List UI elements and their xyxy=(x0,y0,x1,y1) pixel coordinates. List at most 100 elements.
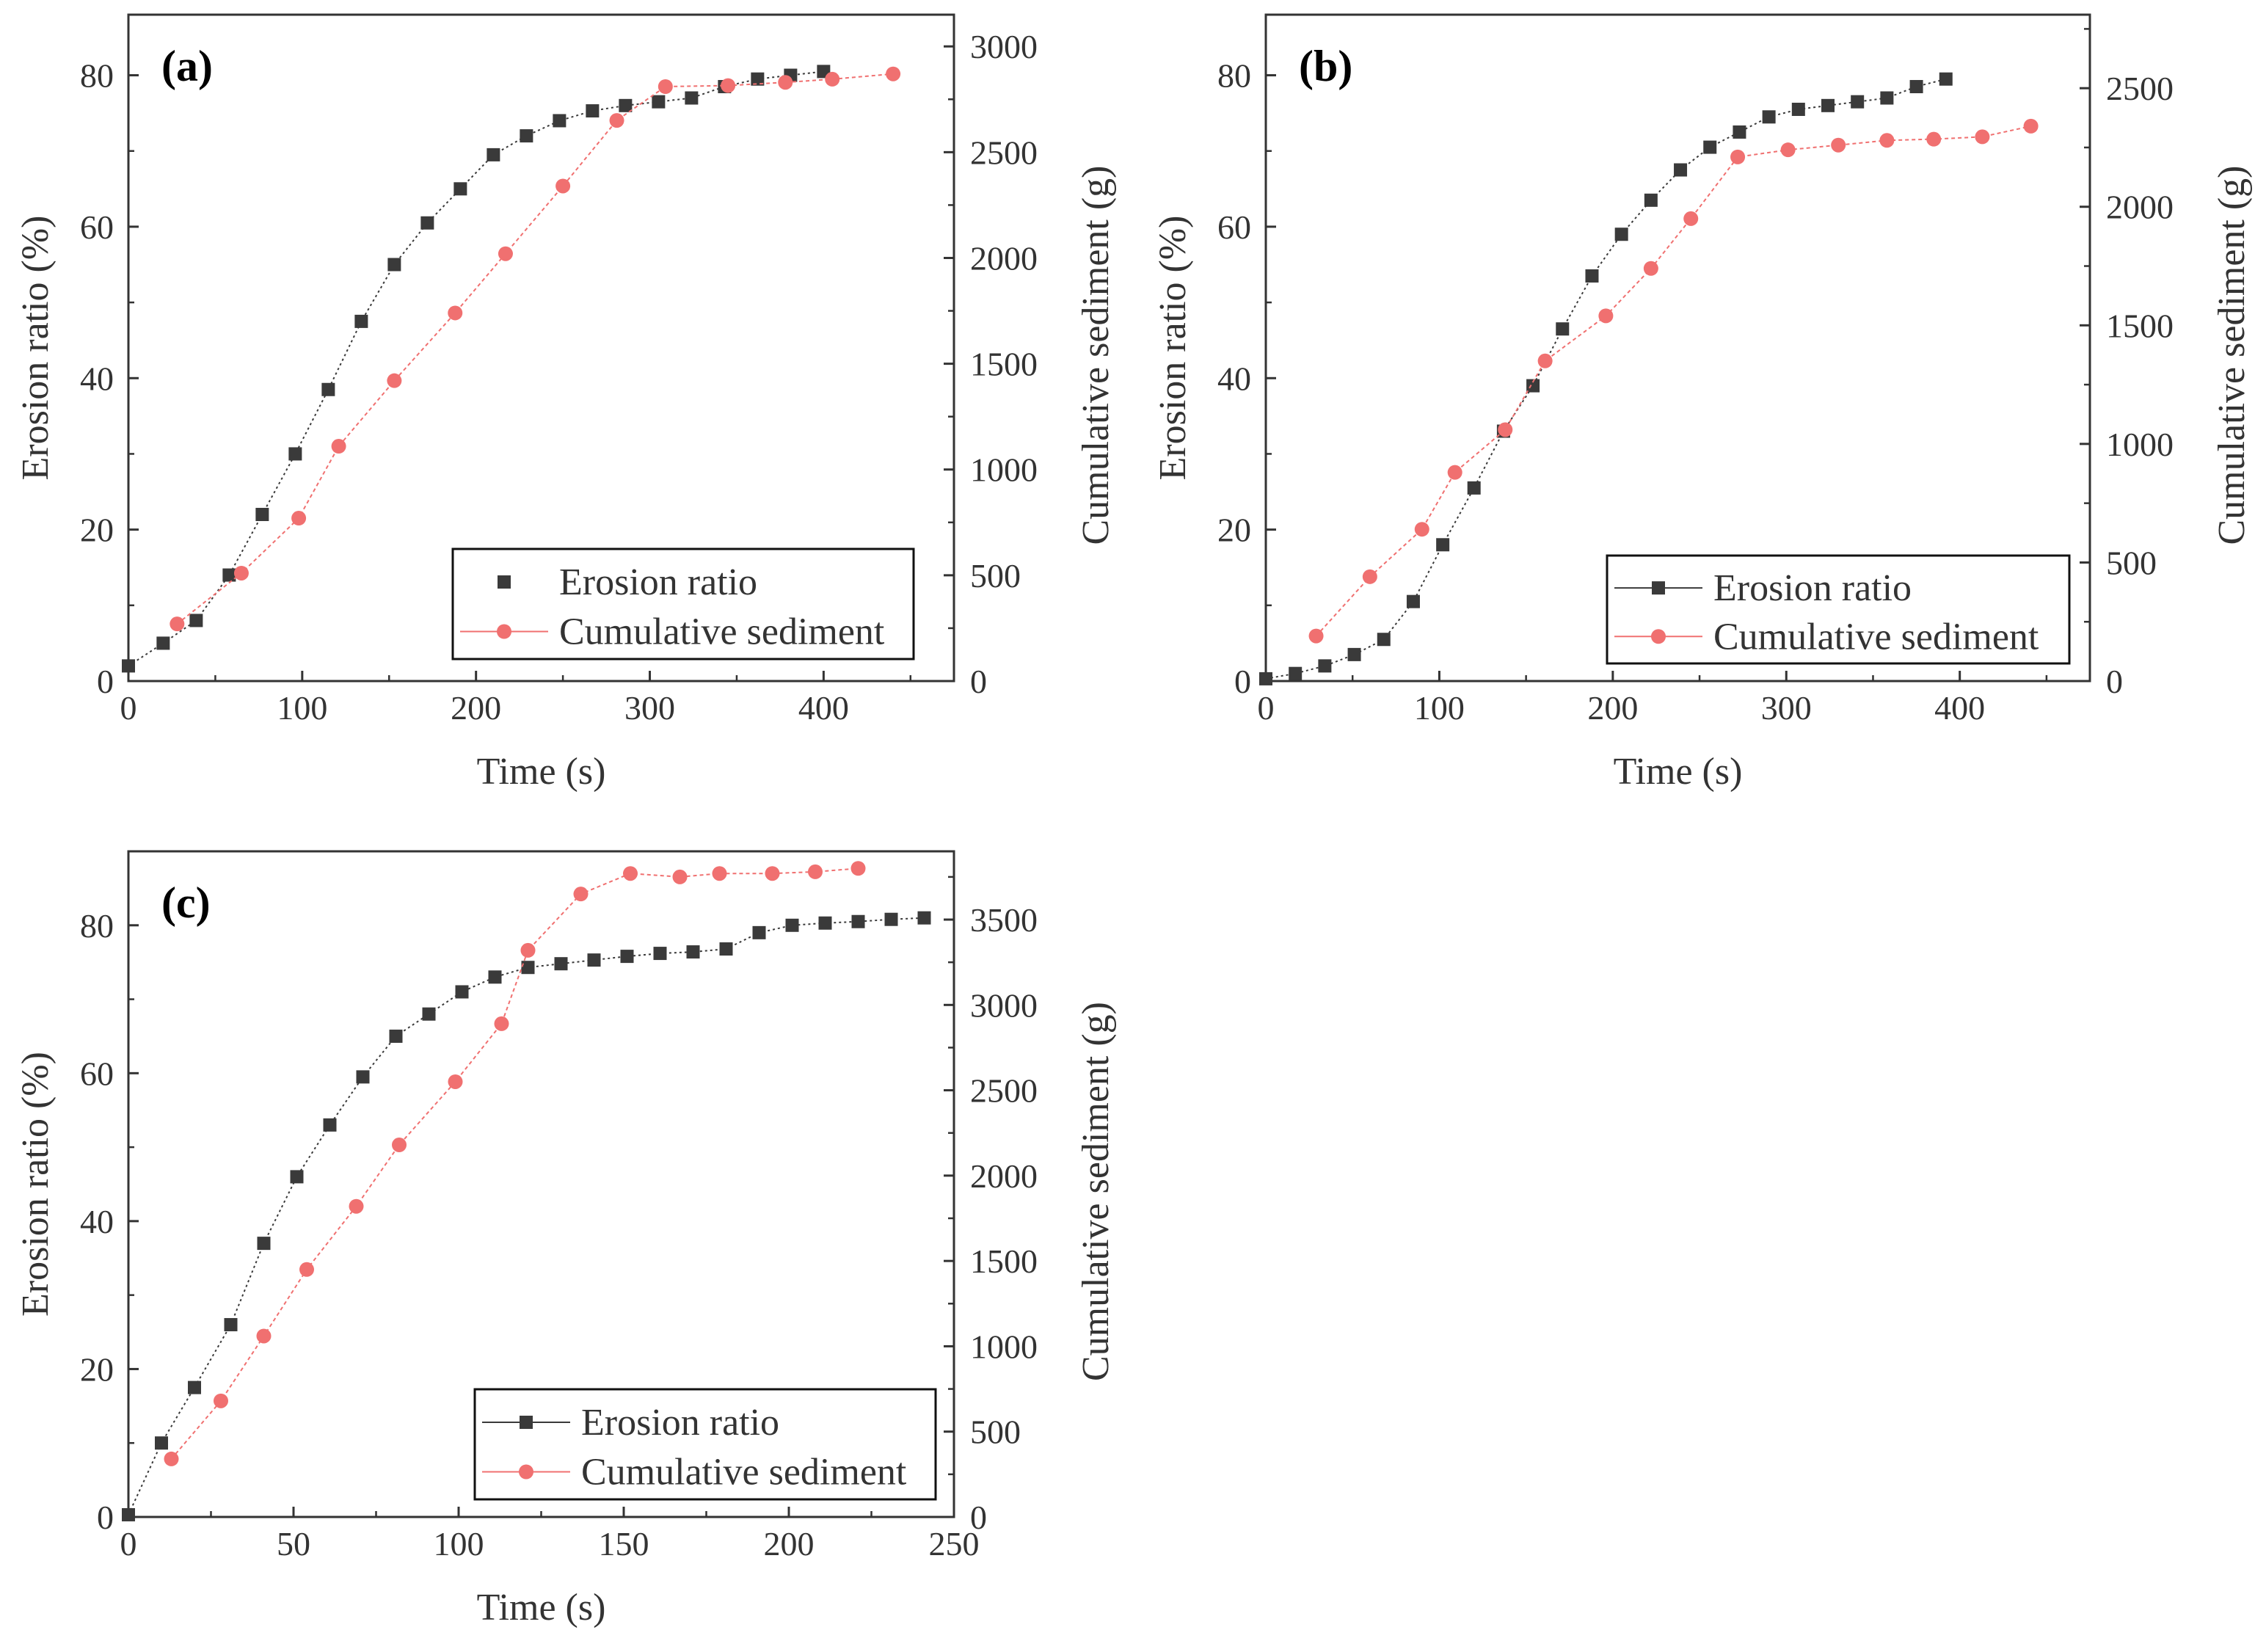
y-tick-label: 80 xyxy=(80,57,114,95)
cumulative-sediment-point xyxy=(331,439,346,454)
cumulative-sediment-point xyxy=(233,565,249,581)
x-tick-label: 200 xyxy=(451,689,501,727)
cumulative-sediment-point xyxy=(609,113,624,128)
erosion-ratio-point xyxy=(1644,193,1658,207)
erosion-ratio-point xyxy=(1880,91,1894,105)
cumulative-sediment-point xyxy=(448,1074,463,1089)
x-tick-label: 250 xyxy=(929,1525,980,1562)
x-tick-label: 0 xyxy=(120,689,137,727)
legend-circle-marker xyxy=(519,1464,533,1480)
y2-tick-label: 500 xyxy=(2106,544,2157,581)
y2-tick-label: 3000 xyxy=(970,986,1038,1024)
erosion-ratio-point xyxy=(751,72,765,86)
cumulative-sediment-line xyxy=(170,867,859,1460)
y-tick-label: 20 xyxy=(80,1350,114,1388)
panel-label: (c) xyxy=(161,878,211,927)
erosion-ratio-point xyxy=(290,1170,304,1184)
cumulative-sediment-point xyxy=(765,866,780,881)
cumulative-sediment-point xyxy=(1879,133,1895,148)
erosion-ratio-point xyxy=(1585,269,1599,283)
erosion-ratio-point xyxy=(155,1436,168,1450)
x-axis-title: Time (s) xyxy=(477,751,606,793)
cumulative-sediment-point xyxy=(387,373,402,388)
erosion-ratio-point xyxy=(188,1380,201,1394)
erosion-ratio-point xyxy=(619,98,633,112)
y2-tick-label: 1000 xyxy=(970,451,1038,489)
erosion-ratio-point xyxy=(387,258,401,272)
cumulative-sediment-point xyxy=(1975,129,1990,145)
erosion-ratio-point xyxy=(1791,102,1805,116)
erosion-ratio-point xyxy=(1909,80,1923,94)
y-tick-label: 40 xyxy=(1217,360,1251,397)
cumulative-sediment-point xyxy=(1447,465,1462,480)
erosion-ratio-point xyxy=(255,508,269,521)
erosion-ratio-point xyxy=(884,912,898,926)
erosion-ratio-point xyxy=(1614,228,1628,241)
cumulative-sediment-point xyxy=(555,178,571,194)
cumulative-sediment-point xyxy=(657,79,673,95)
panel-b: 0 100 200 300 400 0 20 40 60 80 0 500 1000 1500 2000 25… xyxy=(1152,13,2253,793)
y-tick-label: 40 xyxy=(80,1203,114,1240)
cumulative-sediment-point xyxy=(1683,211,1699,226)
x-tick-label: 100 xyxy=(434,1525,484,1562)
cumulative-sediment-point xyxy=(778,75,793,90)
y-tick-label: 60 xyxy=(80,208,114,246)
panel-label: (b) xyxy=(1299,42,1352,90)
erosion-ratio-point xyxy=(420,216,434,230)
erosion-ratio-point xyxy=(122,1507,135,1521)
x-tick-label: 300 xyxy=(624,689,675,727)
x-tick-label: 400 xyxy=(798,689,849,727)
y2-tick-label: 0 xyxy=(970,663,987,700)
erosion-ratio-point xyxy=(1939,72,1953,86)
erosion-ratio-point xyxy=(1436,538,1450,552)
legend-label: Cumulative sediment xyxy=(1713,616,2039,658)
erosion-ratio-point xyxy=(1762,110,1776,124)
erosion-ratio-point xyxy=(356,1070,370,1084)
y2-tick-label: 500 xyxy=(970,557,1021,594)
cumulative-sediment-point xyxy=(1537,353,1553,368)
cumulative-sediment-point xyxy=(850,861,866,876)
cumulative-sediment-point xyxy=(1831,137,1846,153)
erosion-ratio-point xyxy=(288,447,302,461)
legend-label: Cumulative sediment xyxy=(559,611,885,653)
legend: Erosion ratio Cumulative sediment xyxy=(1606,554,2071,665)
erosion-ratio-point xyxy=(257,1237,271,1251)
x-tick-label: 100 xyxy=(277,689,327,727)
erosion-ratio-point xyxy=(422,1007,436,1021)
erosion-ratio-point xyxy=(122,659,135,673)
plot-frame xyxy=(127,13,955,683)
x-axis-title: Time (s) xyxy=(1614,751,1743,793)
erosion-ratio-point xyxy=(354,314,368,328)
cumulative-sediment-point xyxy=(520,942,536,958)
erosion-ratio-point xyxy=(1821,98,1835,112)
x-tick-label: 400 xyxy=(1934,689,1985,727)
legend-label: Erosion ratio xyxy=(581,1402,779,1444)
erosion-ratio-point xyxy=(389,1029,403,1043)
y-tick-label: 0 xyxy=(97,1499,114,1536)
cumulative-sediment-point xyxy=(886,66,901,81)
x-tick-label: 0 xyxy=(1258,689,1275,727)
erosion-ratio-line xyxy=(128,70,824,667)
y2-tick-label: 500 xyxy=(970,1413,1021,1451)
erosion-ratio-point xyxy=(1703,140,1717,154)
cumulative-sediment-point xyxy=(448,305,463,321)
legend-label: Erosion ratio xyxy=(559,561,757,603)
legend-label: Cumulative sediment xyxy=(581,1452,907,1493)
legend-square-marker xyxy=(520,1416,533,1429)
y2-tick-label: 1000 xyxy=(2106,426,2174,463)
cumulative-sediment-point xyxy=(2023,118,2039,134)
x-tick-label: 150 xyxy=(599,1525,649,1562)
erosion-ratio-point xyxy=(521,961,535,975)
legend: Erosion ratio Cumulative sediment xyxy=(451,547,915,661)
erosion-ratio-point xyxy=(1318,659,1332,673)
erosion-ratio-point xyxy=(653,947,667,961)
cumulative-sediment-point xyxy=(573,887,589,902)
cumulative-sediment-point xyxy=(825,71,840,87)
y2-tick-label: 3500 xyxy=(970,901,1038,939)
y2-tick-label: 2500 xyxy=(970,134,1038,171)
legend-circle-marker xyxy=(1651,629,1666,644)
erosion-ratio-point xyxy=(1526,379,1540,393)
legend-box xyxy=(451,547,915,661)
y2-tick-label: 1500 xyxy=(970,1242,1038,1280)
y-tick-label: 80 xyxy=(80,907,114,945)
